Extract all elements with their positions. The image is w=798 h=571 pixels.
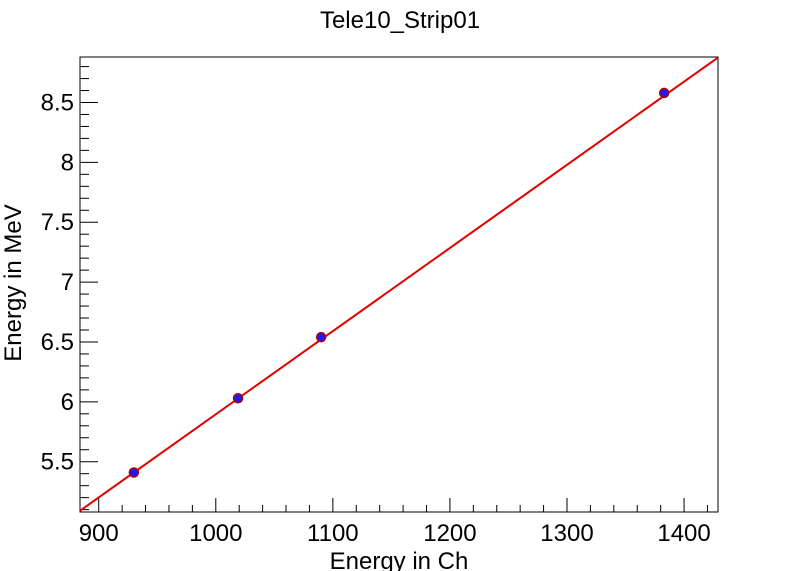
y-tick-label: 7.5 — [41, 209, 74, 236]
data-point — [315, 331, 327, 343]
x-axis-label: Energy in Ch — [330, 548, 469, 571]
y-axis-ticks: 5.5 6 6.5 7 7.5 8 8.5 — [41, 66, 98, 511]
y-tick-label: 8.5 — [41, 90, 74, 117]
data-point — [128, 467, 140, 478]
x-tick-label: 1300 — [540, 520, 593, 547]
x-tick-label: 1200 — [423, 520, 476, 547]
y-tick-label: 6.5 — [41, 329, 74, 356]
y-tick-label: 5.5 — [41, 449, 74, 476]
x-tick-label: 1400 — [657, 520, 710, 547]
y-axis-label: Energy in MeV — [0, 204, 27, 361]
plot-frame — [79, 56, 719, 513]
x-tick-label: 1100 — [307, 520, 359, 547]
fit-line — [79, 56, 719, 512]
fit-line-group — [79, 56, 719, 512]
data-point — [232, 393, 244, 404]
x-tick-label: 900 — [79, 520, 119, 547]
plot-area-border — [79, 56, 719, 513]
y-tick-label: 8 — [61, 149, 74, 176]
data-point — [658, 87, 670, 99]
x-axis-ticks: 900 1000 1100 1200 1300 1400 — [79, 498, 711, 547]
data-points — [128, 87, 670, 478]
y-tick-label: 6 — [61, 389, 74, 416]
x-tick-label: 1000 — [189, 520, 242, 547]
y-tick-label: 7 — [61, 269, 74, 296]
chart-title: Tele10_Strip01 — [320, 7, 480, 34]
